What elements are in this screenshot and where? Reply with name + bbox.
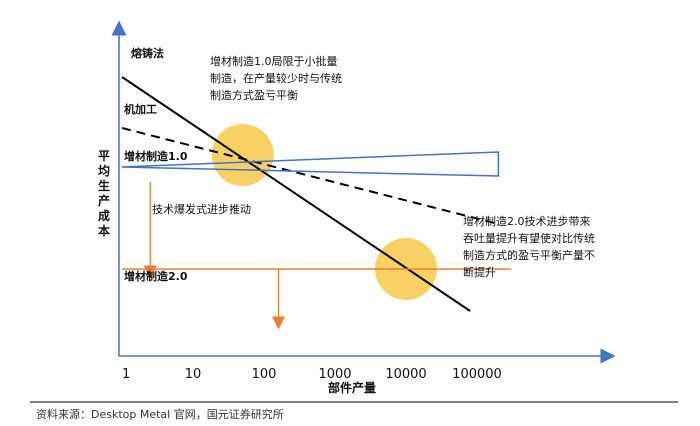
series-line-casting [121,76,471,312]
series-line-am1 [121,151,500,177]
series-label-am1: 增材制造1.0 [124,149,188,163]
svg-text:吞吐量提升有望使对比传统: 吞吐量提升有望使对比传统 [463,231,595,245]
source-note: 资料来源：Desktop Metal 官网，国元证券研究所 [36,407,284,421]
series-label-am2: 增材制造2.0 [124,269,188,283]
x-tick-label: 100000 [452,367,502,382]
x-tick-label: 1 [122,367,130,382]
x-tick-label: 1000 [318,367,351,382]
x-tick-label: 10 [185,367,202,382]
svg-text:制造方式盈亏平衡: 制造方式盈亏平衡 [210,88,298,102]
annotation-tech-push: 技术爆发式进步推动 [152,202,251,216]
series-label-machining: 机加工 [124,102,157,116]
x-tick-label: 10000 [385,367,426,382]
svg-text:断提升: 断提升 [463,265,496,279]
svg-text:增材制造1.0局限于小批量: 增材制造1.0局限于小批量 [210,54,338,68]
svg-text:增材制造2.0技术进步带来: 增材制造2.0技术进步带来 [463,214,591,228]
series-line-machining [121,127,499,225]
breakeven-highlight-1 [211,124,274,186]
svg-text:制造，在产量较少时与传统: 制造，在产量较少时与传统 [210,71,342,85]
x-axis-label: 部件产量 [328,380,376,395]
series-label-casting: 熔铸法 [131,46,164,60]
y-axis-label: 平均生产成本 [98,149,110,238]
annotation-am2: 增材制造2.0技术进步带来 吞吐量提升有望使对比传统 制造方式的盈亏平衡产量不 … [463,214,595,279]
x-tick-label: 100 [252,367,277,382]
svg-text:制造方式的盈亏平衡产量不: 制造方式的盈亏平衡产量不 [463,248,595,262]
annotation-am1: 增材制造1.0局限于小批量 制造，在产量较少时与传统 制造方式盈亏平衡 [210,54,342,102]
